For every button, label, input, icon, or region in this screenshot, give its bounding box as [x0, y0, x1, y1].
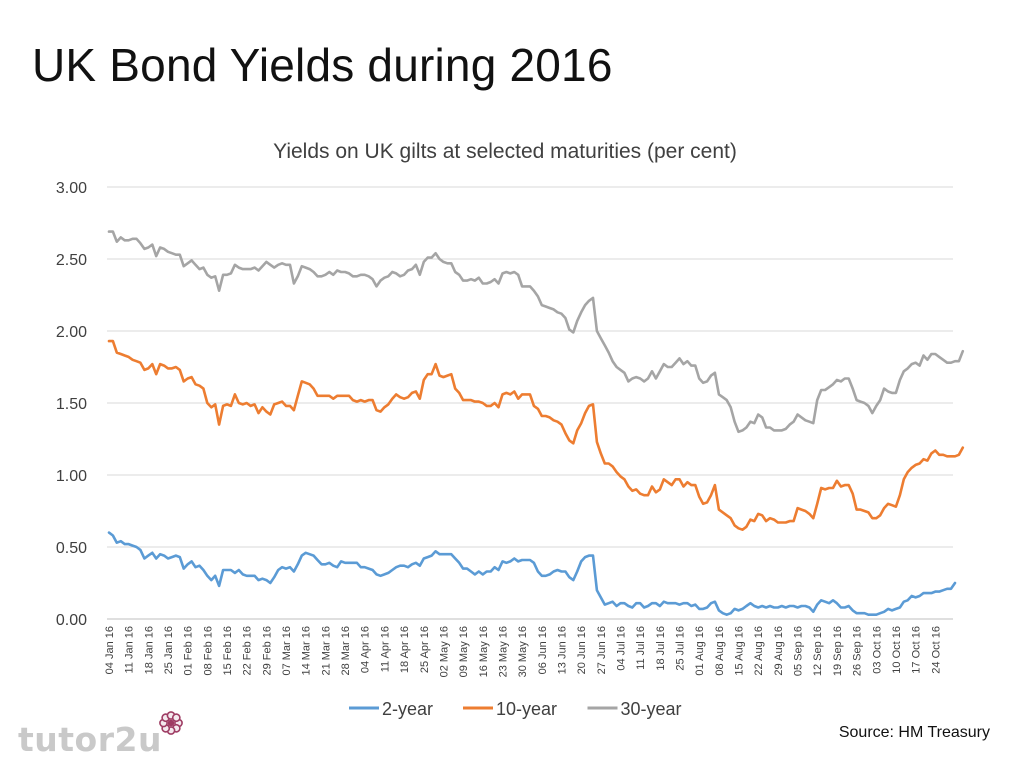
x-tick-label: 30 May 16: [517, 626, 529, 677]
x-tick-label: 28 Mar 16: [340, 626, 352, 676]
y-axis: 0.00 0.50 1.00 1.50 2.00 2.50 3.00: [56, 180, 87, 629]
page-title: UK Bond Yields during 2016: [32, 39, 613, 91]
flower-petal: [171, 713, 181, 723]
x-axis: 04 Jan 16 11 Jan 16 18 Jan 16 25 Jan 16 01 F…: [104, 626, 942, 677]
x-tick-label: 19 Sep 16: [832, 626, 844, 676]
series-line-2-year: [107, 531, 957, 617]
x-tick-label: 11 Apr 16: [379, 626, 391, 672]
x-tick-label: 04 Apr 16: [360, 626, 372, 673]
x-tick-label: 18 Jan 16: [143, 626, 155, 674]
x-tick-label: 14 Mar 16: [301, 626, 313, 676]
x-tick-label: 25 Jan 16: [163, 626, 175, 674]
x-tick-label: 07 Mar 16: [281, 626, 293, 676]
x-tick-label: 06 Jun 16: [537, 626, 549, 674]
x-tick-label: 24 Oct 16: [930, 626, 942, 674]
x-tick-label: 08 Feb 16: [202, 626, 214, 676]
logo-wordmark: tutor2u: [18, 720, 162, 759]
x-tick-label: 23 May 16: [497, 626, 509, 677]
x-tick-label: 02 May 16: [438, 626, 450, 677]
y-tick-label: 3.00: [56, 180, 87, 197]
x-tick-label: 18 Apr 16: [399, 626, 411, 673]
gridlines: [107, 186, 953, 620]
x-tick-label: 22 Feb 16: [242, 626, 254, 676]
x-tick-label: 04 Jul 16: [616, 626, 628, 671]
source-note: Source: HM Treasury: [838, 724, 990, 741]
x-tick-label: 18 Jul 16: [655, 626, 667, 671]
x-tick-label: 17 Oct 16: [911, 626, 923, 674]
x-tick-label: 26 Sep 16: [852, 626, 864, 676]
series-line-10-year: [107, 339, 965, 532]
x-tick-label: 01 Feb 16: [183, 626, 195, 676]
x-tick-label: 04 Jan 16: [104, 626, 116, 674]
legend-label: 2-year: [382, 699, 433, 719]
x-tick-label: 29 Aug 16: [773, 626, 785, 676]
x-tick-label: 25 Apr 16: [419, 626, 431, 673]
y-tick-label: 1.50: [56, 396, 87, 413]
series-line-30-year: [107, 230, 965, 434]
x-tick-label: 16 May 16: [478, 626, 490, 677]
x-tick-label: 27 Jun 16: [596, 626, 608, 674]
x-tick-label: 12 Sep 16: [812, 626, 824, 676]
x-tick-label: 25 Jul 16: [675, 626, 687, 671]
chart-title: Yields on UK gilts at selected maturitie…: [273, 140, 737, 163]
x-tick-label: 22 Aug 16: [753, 626, 765, 676]
flower-icon: [159, 711, 183, 735]
tutor2u-logo: tutor2u: [18, 708, 186, 756]
flower-center: [167, 719, 175, 727]
x-tick-label: 21 Mar 16: [320, 626, 332, 676]
x-tick-label: 20 Jun 16: [576, 626, 588, 674]
x-tick-label: 09 May 16: [458, 626, 470, 677]
x-tick-label: 08 Aug 16: [714, 626, 726, 676]
x-tick-label: 13 Jun 16: [556, 626, 568, 674]
x-tick-label: 15 Aug 16: [734, 626, 746, 676]
x-tick-label: 10 Oct 16: [891, 626, 903, 674]
x-tick-label: 05 Sep 16: [793, 626, 805, 676]
y-tick-label: 0.50: [56, 540, 87, 557]
x-tick-label: 01 Aug 16: [694, 626, 706, 676]
y-tick-label: 0.00: [56, 612, 87, 629]
legend: 2-year 10-year 30-year: [349, 699, 682, 719]
x-tick-label: 11 Jul 16: [635, 626, 647, 670]
legend-label: 30-year: [621, 699, 682, 719]
y-tick-label: 1.00: [56, 468, 87, 485]
x-tick-label: 11 Jan 16: [124, 626, 136, 674]
series-lines: [107, 230, 965, 617]
legend-label: 10-year: [496, 699, 557, 719]
x-tick-label: 29 Feb 16: [261, 626, 273, 676]
y-tick-label: 2.50: [56, 252, 87, 269]
x-tick-label: 15 Feb 16: [222, 626, 234, 676]
y-tick-label: 2.00: [56, 324, 87, 341]
x-tick-label: 03 Oct 16: [871, 626, 883, 674]
